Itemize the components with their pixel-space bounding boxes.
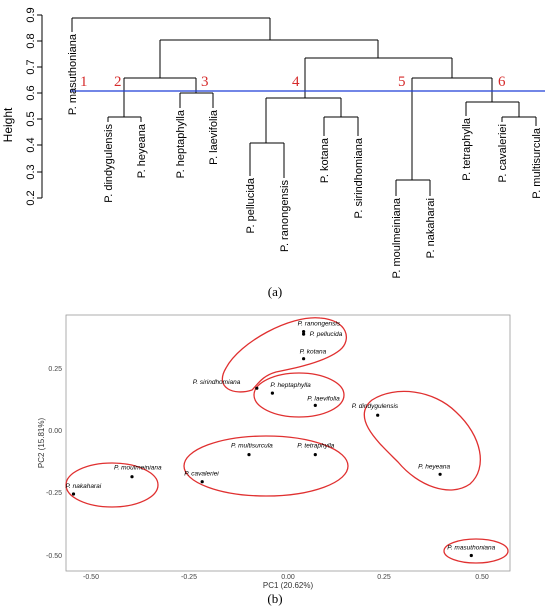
leaf-label: P. dindygulensis (103, 124, 115, 203)
pca-point-label: P. multisurcula (231, 443, 273, 450)
pca-point-label: P. dindygulensis (352, 403, 399, 410)
y-tick-label: 0.7 (25, 59, 37, 74)
dendrogram-y-axis (37, 14, 43, 199)
pca-point (130, 475, 134, 479)
pca-x-label: PC1 (20.62%) (263, 581, 314, 590)
x-tick-label: 0.00 (281, 574, 295, 581)
y-tick-label: 0.00 (48, 428, 62, 435)
pca-y-label: PC2 (15.81%) (37, 418, 46, 469)
cluster-ellipse (363, 390, 481, 491)
y-tick-label: 0.4 (25, 137, 37, 152)
leaf-label: P. nakaharai (425, 198, 437, 258)
leaf-label: P. ranongensis (279, 180, 291, 252)
pca-point (71, 492, 76, 496)
cluster-ellipse (65, 462, 159, 508)
panel-a-caption: (a) (268, 284, 282, 299)
pca-point-label: P. moulmeiniana (114, 465, 162, 472)
leaf-label: P. laevifolia (208, 109, 220, 165)
cluster-ellipses (65, 317, 509, 564)
pca-point-label: P. sirindhomiana (193, 379, 241, 386)
pca-point (270, 391, 274, 395)
cluster-ellipse (183, 435, 349, 497)
leaf-label: P. tetraphylla (461, 117, 473, 181)
pca-point (302, 332, 306, 336)
pca-point (313, 453, 317, 457)
panel-b-caption: (b) (267, 591, 282, 606)
x-tick-label: 0.25 (377, 574, 391, 581)
cluster-numbers: 1 2 3 4 5 6 (80, 74, 506, 90)
cluster-number: 3 (201, 74, 209, 90)
leaf-label: P. heptaphylla (175, 109, 187, 178)
pca-point-label: P. ranongensis (298, 321, 341, 328)
leaf-label: P. masuthoniana (67, 33, 79, 115)
pca-point-label: P. heptaphylla (270, 382, 311, 389)
y-tick-label: 0.25 (48, 366, 62, 373)
cluster-ellipse (253, 372, 345, 418)
pca-point-label: P. cavaleriei (184, 471, 219, 478)
pca-point (302, 357, 306, 361)
y-tick-label: 0.9 (25, 7, 37, 22)
x-tick-label: -0.50 (83, 574, 99, 581)
cluster-ellipse (221, 317, 348, 393)
pca-points: P. ranongensis P. pellucida P. kotana P. si… (66, 321, 496, 558)
leaf-label: P. kotana (319, 137, 331, 183)
y-tick-label: 0.6 (25, 85, 37, 100)
x-tick-label: -0.25 (181, 574, 197, 581)
cluster-number: 2 (114, 74, 122, 90)
pca-point-label: P. pellucida (310, 331, 343, 338)
dendrogram-panel: 0.2 0.3 0.4 0.5 0.6 0.7 0.8 0.9 Height (1, 7, 545, 299)
y-tick-label: -0.25 (46, 490, 62, 497)
x-tick-label: 0.50 (475, 574, 489, 581)
dendrogram-y-label: Height (1, 107, 15, 142)
pca-y-ticks: 0.25 0.00 -0.25 -0.50 (46, 366, 62, 560)
pca-point-label: P. kotana (300, 349, 327, 356)
y-tick-label: 0.2 (25, 190, 37, 205)
pca-point-label: P. heyeana (418, 463, 450, 470)
pca-point-label: P. tetraphylla (297, 443, 334, 450)
cluster-number: 1 (80, 74, 88, 90)
pca-plot-area (65, 314, 511, 572)
leaf-labels: P. masuthoniana P. dindygulensis P. heye… (67, 33, 543, 278)
leaf-label: P. heyeana (136, 123, 148, 178)
pca-point (376, 413, 380, 417)
y-tick-label: 0.5 (25, 111, 37, 126)
pca-point (302, 330, 306, 334)
cluster-number: 6 (498, 74, 506, 90)
pca-point (469, 553, 473, 558)
pca-point-label: P. masuthoniana (447, 545, 495, 552)
pca-point (255, 386, 259, 390)
pca-point-label: P. laevifolia (307, 395, 340, 402)
leaf-label: P. moulmeiniana (391, 197, 403, 278)
leaf-label: P. multisurcula (531, 127, 543, 199)
pca-point (438, 472, 442, 476)
pca-point-label: P. nakaharai (66, 483, 102, 490)
leaf-label: P. cavaleriei (497, 124, 509, 183)
y-tick-label: 0.3 (25, 164, 37, 179)
cluster-number: 4 (292, 74, 300, 90)
y-tick-label: -0.50 (46, 553, 62, 560)
cluster-ellipse (443, 538, 509, 564)
pca-point (200, 480, 204, 484)
dendrogram-y-tick-labels: 0.2 0.3 0.4 0.5 0.6 0.7 0.8 0.9 (25, 7, 37, 205)
pca-point (313, 403, 317, 407)
cluster-number: 5 (398, 74, 406, 90)
leaf-label: P. pellucida (245, 177, 257, 233)
dendrogram-tree (71, 17, 537, 196)
leaf-label: P. sirindhomiana (353, 137, 365, 218)
y-tick-label: 0.8 (25, 33, 37, 48)
pca-panel: P. ranongensis P. pellucida P. kotana P. si… (37, 314, 511, 606)
pca-x-ticks: -0.50 -0.25 0.00 0.25 0.50 (83, 574, 489, 581)
pca-point (247, 453, 251, 457)
